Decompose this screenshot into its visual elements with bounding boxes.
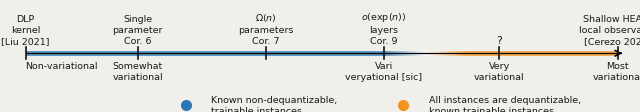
Text: Very
variational: Very variational [474,62,525,82]
Text: DLP
kernel
[Liu 2021]: DLP kernel [Liu 2021] [1,15,50,46]
Text: Vari
veryational [sic]: Vari veryational [sic] [346,62,422,82]
Text: ?: ? [496,36,502,46]
Text: $o(\exp(n))$
layers
Cor. 9: $o(\exp(n))$ layers Cor. 9 [362,11,406,46]
Text: Non-variational: Non-variational [26,62,98,71]
Text: Shallow HEA +
local observable
[Cerezo 2023]: Shallow HEA + local observable [Cerezo 2… [579,15,640,46]
Text: Somewhat
variational: Somewhat variational [112,62,163,82]
Text: Single
parameter
Cor. 6: Single parameter Cor. 6 [113,15,163,46]
Text: Most
variational: Most variational [592,62,640,82]
Text: $\Omega(n)$
parameters
Cor. 7: $\Omega(n)$ parameters Cor. 7 [238,12,293,46]
Text: Known non-dequantizable,
trainable instances: Known non-dequantizable, trainable insta… [211,95,337,112]
Text: All instances are dequantizable,
known trainable instances: All instances are dequantizable, known t… [429,95,581,112]
